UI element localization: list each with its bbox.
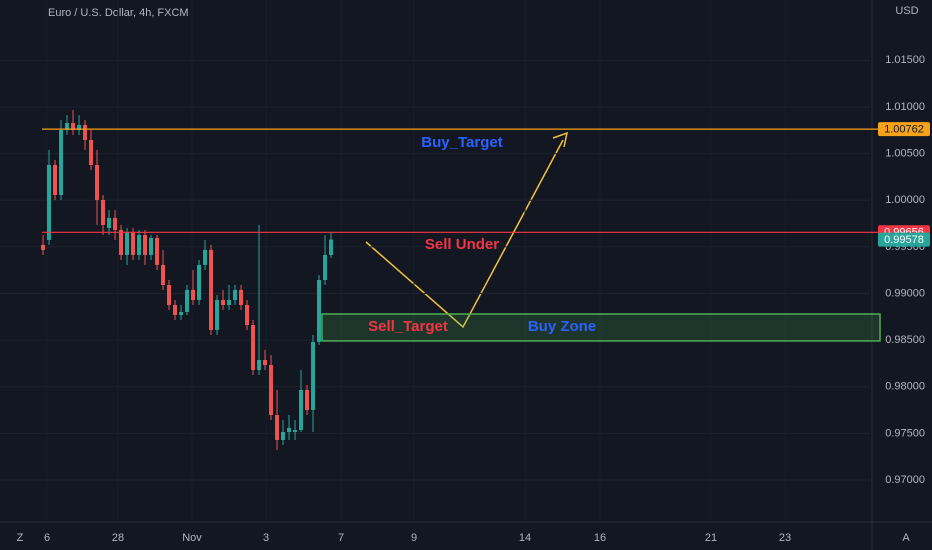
y-tick-label: 0.98000	[885, 381, 925, 393]
candle-body	[47, 164, 52, 240]
candle-body	[221, 300, 226, 305]
price-tag-label: 0.99578	[884, 234, 924, 246]
y-tick-label: 1.01000	[885, 101, 925, 113]
candle-body	[113, 217, 118, 230]
candle-body	[107, 217, 112, 229]
candle-body	[167, 284, 172, 305]
x-tick-label: 16	[594, 532, 606, 544]
x-tick-label: 14	[519, 532, 531, 544]
candle-body	[143, 235, 148, 255]
price-tag	[878, 232, 930, 247]
candle-body	[65, 123, 70, 130]
x-tick-label: 23	[779, 532, 791, 544]
candle-body	[203, 249, 208, 265]
y-tick-label: 0.97000	[885, 474, 925, 486]
candle-body	[209, 249, 214, 330]
x-tick-label: 9	[411, 532, 417, 544]
candle-body	[215, 300, 220, 330]
candle-body	[59, 130, 64, 195]
x-tick-label: 7	[338, 532, 344, 544]
candle-body	[317, 279, 322, 342]
candle-body	[323, 254, 328, 280]
annotation: Sell Under	[425, 236, 499, 253]
y-tick-label: 1.00500	[885, 148, 925, 160]
candle-body	[263, 359, 268, 366]
candle-body	[227, 300, 232, 305]
button[interactable]: A	[902, 532, 910, 544]
arrow-head	[552, 131, 569, 148]
price-tag	[878, 122, 930, 137]
candle-body	[83, 124, 88, 140]
candle-body	[131, 231, 136, 255]
candle-body	[233, 289, 238, 301]
candle-body	[95, 164, 100, 200]
candle-body	[275, 414, 280, 440]
x-tick-label: 21	[705, 532, 717, 544]
currency-label: USD	[895, 5, 918, 17]
candle-body	[305, 390, 310, 410]
candle-body	[77, 124, 82, 130]
y-tick-label: 1.00000	[885, 194, 925, 206]
y-tick-label: 0.99000	[885, 287, 925, 299]
candle-body	[311, 341, 316, 410]
candle-body	[191, 289, 196, 301]
candle-body	[293, 430, 298, 432]
candle-body	[329, 239, 334, 255]
x-tick-label: 28	[112, 532, 124, 544]
candle-body	[257, 359, 262, 370]
candle-body	[71, 123, 76, 130]
candle-body	[155, 237, 160, 265]
x-tick-label: 6	[44, 532, 50, 544]
annotation: Buy_Target	[421, 134, 502, 151]
y-tick-label: 0.98500	[885, 334, 925, 346]
candle-body	[53, 164, 58, 195]
x-tick-label: Nov	[182, 532, 202, 544]
candle-body	[161, 264, 166, 285]
candle-body	[101, 199, 106, 225]
candle-body	[137, 235, 142, 255]
zone-label: Buy Zone	[528, 318, 596, 335]
candle-body	[287, 427, 292, 432]
candle-body	[185, 289, 190, 312]
y-tick-label: 1.01500	[885, 54, 925, 66]
buy-zone	[321, 313, 881, 342]
arrow-path	[365, 139, 564, 329]
y-tick-label: 0.97500	[885, 427, 925, 439]
x-tick-label: 3	[263, 532, 269, 544]
candle-body	[281, 431, 286, 440]
candle-body	[251, 325, 256, 370]
candle-body	[245, 304, 250, 325]
button[interactable]: Z	[17, 532, 24, 544]
annotation: Sell_Target	[368, 318, 448, 335]
candle-body	[119, 229, 124, 255]
candle-body	[149, 237, 154, 255]
candle-body	[41, 244, 46, 250]
candle-body	[125, 231, 130, 255]
candle-body	[179, 311, 184, 316]
candle-body	[239, 289, 244, 305]
candle-body	[269, 365, 274, 415]
candle-body	[173, 304, 178, 316]
candle-body	[197, 264, 202, 301]
candle-body	[89, 139, 94, 165]
candle-body	[299, 390, 304, 431]
price-tag-label: 1.00762	[884, 124, 924, 136]
